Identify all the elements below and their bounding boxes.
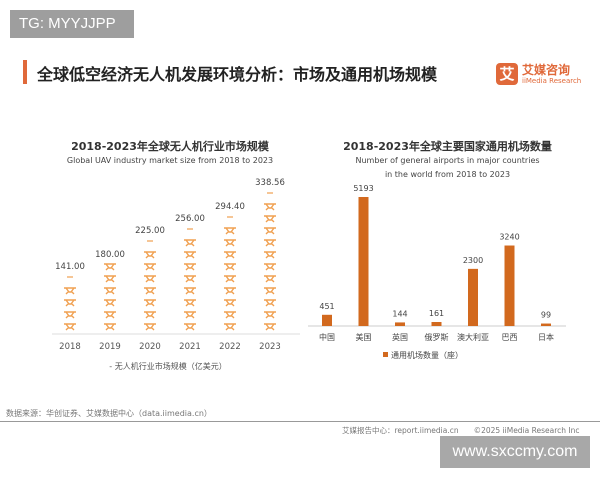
- chart1-subtitle: Global UAV industry market size from 201…: [66, 156, 274, 165]
- drone-icon: [144, 299, 156, 307]
- x-tick-label: 2021: [179, 342, 201, 352]
- drone-icon: [224, 251, 236, 259]
- page-title: 全球低空经济无人机发展环境分析：市场及通用机场规模: [37, 65, 438, 84]
- drone-icon: [224, 311, 236, 319]
- drone-icon: [224, 275, 236, 283]
- drone-icon: [144, 263, 156, 271]
- watermark-bottom: www.sxccmy.com: [440, 436, 590, 468]
- bar: [395, 322, 405, 326]
- drone-icon: [104, 263, 116, 271]
- bar: [431, 322, 442, 326]
- drone-icon: [264, 299, 276, 307]
- x-tick-label: 2018: [59, 342, 81, 352]
- drone-icon: [264, 251, 276, 259]
- legend-swatch: [383, 352, 388, 357]
- data-label: 256.00: [175, 214, 205, 224]
- x-tick-label: 俄罗斯: [425, 332, 449, 342]
- x-tick-label: 英国: [392, 332, 408, 342]
- chart2-subtitle-2: in the world from 2018 to 2023: [384, 170, 511, 179]
- drone-icon: [224, 227, 236, 235]
- drone-icon: [64, 311, 76, 319]
- drone-icon: [144, 275, 156, 283]
- watermark-top: TG: MYYJJPP: [10, 10, 134, 38]
- chart2-subtitle-1: Number of general airports in major coun…: [355, 156, 540, 165]
- logo-text: 艾媒咨询: [522, 63, 571, 77]
- drone-icon: [264, 239, 276, 247]
- data-label: 3240: [499, 233, 519, 242]
- drone-icon: [224, 287, 236, 295]
- x-tick-label: 2022: [219, 342, 241, 352]
- x-tick-label: 巴西: [502, 333, 518, 342]
- drone-icon: [104, 275, 116, 283]
- drone-icon: [264, 227, 276, 235]
- drone-icon: [104, 323, 116, 331]
- footer-divider: [0, 421, 600, 422]
- drone-icon: [64, 323, 76, 331]
- drone-icon: [64, 299, 76, 307]
- data-label: 2300: [463, 256, 483, 265]
- drone-icon: [104, 287, 116, 295]
- drone-icon: [184, 299, 196, 307]
- drone-icon: [104, 311, 116, 319]
- drone-icon: [224, 323, 236, 331]
- data-label: 161: [429, 309, 444, 318]
- data-label: 141.00: [55, 262, 85, 272]
- x-tick-label: 2023: [259, 342, 281, 352]
- bar: [322, 314, 332, 326]
- x-tick-label: 中国: [319, 332, 335, 342]
- drone-icon: [184, 323, 196, 331]
- bar: [541, 323, 551, 326]
- drone-icon: [264, 311, 276, 319]
- data-label: 338.56: [255, 178, 285, 188]
- x-tick-label: 日本: [538, 332, 554, 342]
- drone-icon: [264, 275, 276, 283]
- bar: [504, 245, 515, 326]
- drone-icon: [184, 263, 196, 271]
- drone-icon: [184, 287, 196, 295]
- drone-icon: [104, 299, 116, 307]
- drone-icon: [144, 287, 156, 295]
- x-tick-label: 澳大利亚: [457, 332, 489, 342]
- drone-icon: [224, 263, 236, 271]
- x-tick-label: 美国: [356, 332, 372, 342]
- drone-icon: [184, 251, 196, 259]
- chart1-legend: - 无人机行业市场规模（亿美元）: [109, 361, 226, 371]
- drone-icon: [144, 323, 156, 331]
- drone-icon: [184, 239, 196, 247]
- drone-icon: [264, 323, 276, 331]
- drone-icon: [144, 251, 156, 259]
- logo-subtext: iiMedia Research: [522, 77, 582, 85]
- chart2-title: 2018-2023年全球主要国家通用机场数量: [343, 140, 552, 153]
- data-label: 294.40: [215, 202, 245, 212]
- drone-icon: [264, 263, 276, 271]
- data-label: 451: [319, 302, 334, 311]
- x-tick-label: 2019: [99, 342, 121, 352]
- x-tick-label: 2020: [139, 342, 161, 352]
- drone-icon: [184, 275, 196, 283]
- bar: [468, 268, 478, 326]
- data-label: 144: [392, 309, 407, 318]
- data-label: 180.00: [95, 250, 125, 260]
- drone-icon: [144, 311, 156, 319]
- drone-icon: [264, 287, 276, 295]
- drone-icon: [184, 311, 196, 319]
- data-source: 数据来源：华创证券、艾媒数据中心（data.iimedia.cn）: [6, 409, 212, 418]
- charts-canvas: 141.00 2018 180.00 2019 225.00 2020 256.00 2021…: [52, 178, 566, 371]
- drone-icon: [264, 215, 276, 223]
- bar: [358, 197, 369, 326]
- data-label: 225.00: [135, 226, 165, 236]
- drone-icon: [224, 299, 236, 307]
- drone-icon: [224, 239, 236, 247]
- logo-icon: 艾: [496, 63, 518, 85]
- data-label: 5193: [353, 184, 373, 193]
- title-accent-bar: [23, 60, 27, 84]
- drone-icon: [264, 203, 276, 211]
- chart2-legend: 通用机场数量（座）: [391, 350, 463, 360]
- chart1-title: 2018-2023年全球无人机行业市场规模: [71, 140, 269, 153]
- drone-icon: [64, 287, 76, 295]
- footer-text: 艾媒报告中心：report.iimedia.cn ©2025 iiMedia R…: [342, 426, 580, 435]
- data-label: 99: [541, 311, 551, 320]
